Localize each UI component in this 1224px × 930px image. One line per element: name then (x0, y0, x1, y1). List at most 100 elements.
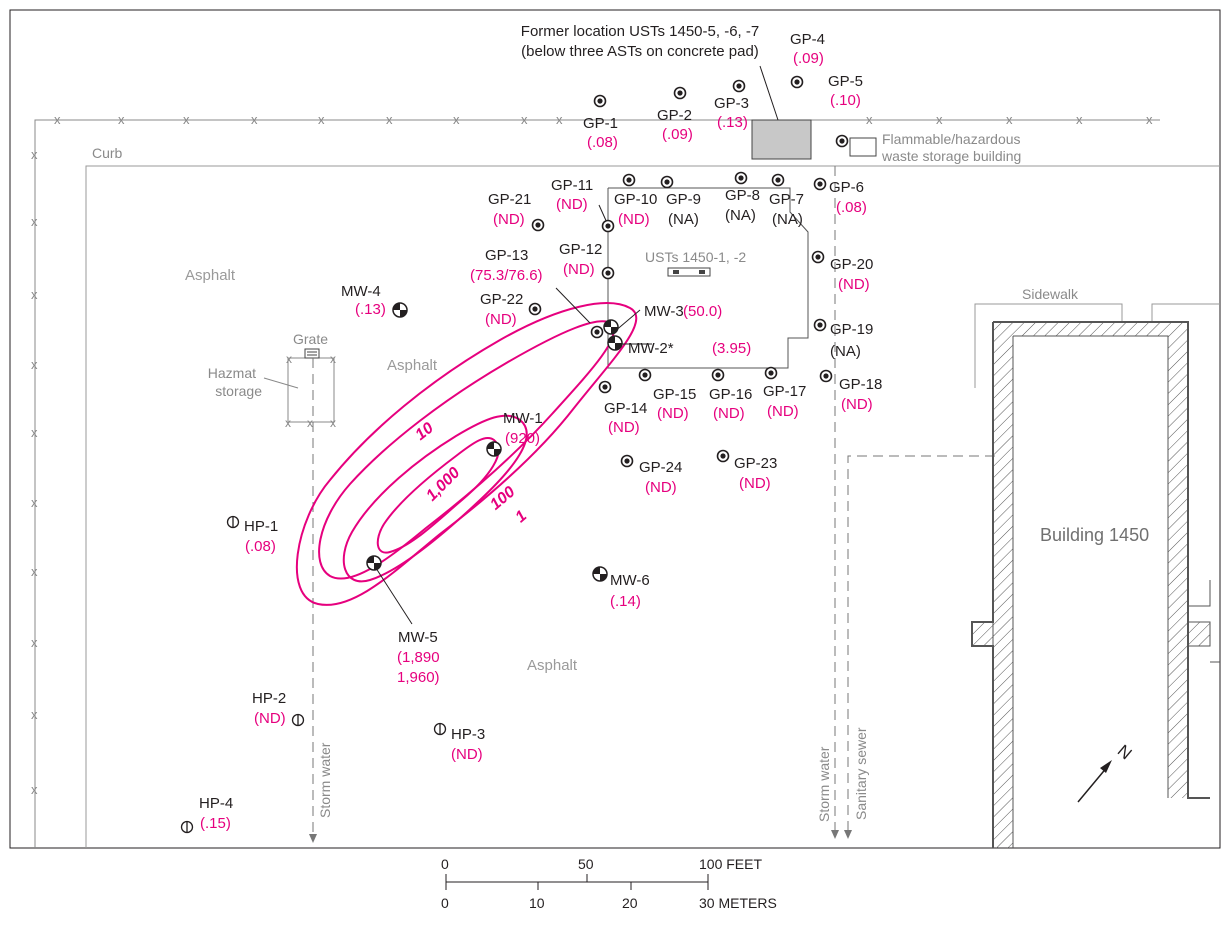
monitoring-wells (366, 302, 623, 582)
hp2-label: HP-2 (252, 690, 286, 707)
hazmat-fence-mark: x (286, 352, 292, 366)
gp2-label: GP-2 (657, 107, 692, 124)
gp10-point (622, 173, 636, 187)
gp16-label: GP-16 (709, 386, 752, 403)
gp19-value: (NA) (830, 343, 861, 360)
asphalt-label-3: Asphalt (527, 657, 578, 674)
contour-1 (295, 302, 638, 606)
fence-x-mark: x (1006, 112, 1013, 127)
gp16-value: (ND) (713, 405, 745, 422)
fence-x-mark: x (118, 112, 125, 127)
gp22-value: (ND) (485, 311, 517, 328)
hazmat-label-1: Hazmat (208, 365, 256, 381)
fence-x-mark: x (31, 357, 38, 372)
gp1-label: GP-1 (583, 115, 618, 132)
grate-icon (304, 348, 320, 359)
fence-x-mark: x (31, 287, 38, 302)
scale-m-30: 30 METERS (699, 895, 777, 911)
gp7-value: (NA) (772, 211, 803, 228)
gp4-point (790, 75, 804, 89)
gp15-label: GP-15 (653, 386, 696, 403)
gp9-point (660, 175, 674, 189)
storm-water-arrow-right (831, 830, 839, 839)
gp14-point (598, 380, 612, 394)
gp13-label: GP-13 (485, 247, 528, 264)
storm-water-arrow-left (309, 834, 317, 843)
fence-x-mark: x (251, 112, 258, 127)
mw4-value: (.13) (355, 301, 386, 318)
fence-x-mark: x (31, 782, 38, 797)
fence-x-mark: x (1146, 112, 1153, 127)
hazmat-fence-mark: x (285, 416, 291, 430)
hp1-point (226, 515, 240, 529)
gp21-point (531, 218, 545, 232)
sidewalk-label: Sidewalk (1022, 286, 1079, 302)
gp18-point (819, 369, 833, 383)
hazmat-fence-mark: x (307, 416, 313, 430)
former-ust-pad (751, 119, 812, 160)
gp18-value: (ND) (841, 396, 873, 413)
fence-x-mark: x (31, 214, 38, 229)
gp1-value: (.08) (587, 134, 618, 151)
ust-area-outline (607, 187, 809, 369)
gp1-point (593, 94, 607, 108)
hp2-point (291, 713, 305, 727)
flammable-storage-building (849, 137, 877, 157)
map-frame (9, 9, 1221, 849)
geoprobe-points (528, 75, 849, 468)
gp23-label: GP-23 (734, 455, 777, 472)
fence-x-mark: x (183, 112, 190, 127)
fence-marks: x x x x x x x x x x x x x x x x x x x x x x x x (31, 112, 1153, 797)
gp24-point (620, 454, 634, 468)
contour-10 (318, 320, 615, 580)
gp19-point (813, 318, 827, 332)
mw2-value: (3.95) (712, 340, 751, 357)
contour-100 (342, 414, 528, 583)
former-usts-label-2: (below three ASTs on concrete pad) (521, 43, 759, 60)
gp20-value: (ND) (838, 276, 870, 293)
mw5-value-1: (1,890 (397, 649, 440, 666)
fence-x-mark: x (54, 112, 61, 127)
flammable-label-2: waste storage building (881, 148, 1021, 164)
gp18-label: GP-18 (839, 376, 882, 393)
gp12-label: GP-12 (559, 241, 602, 258)
mw6-value: (.14) (610, 593, 641, 610)
gp15-point (638, 368, 652, 382)
mw5-label: MW-5 (398, 629, 438, 646)
gp5-value: (.10) (830, 92, 861, 109)
mw5-value-2: 1,960) (397, 669, 440, 686)
gp10-value: (ND) (618, 211, 650, 228)
sanitary-sewer-arrow (844, 830, 852, 839)
gp15-value: (ND) (657, 405, 689, 422)
curb-label: Curb (92, 145, 123, 161)
gp11-point (601, 219, 615, 233)
mw4-well (392, 302, 408, 318)
scale-m-0: 0 (441, 895, 449, 911)
gp9-value: (NA) (668, 211, 699, 228)
contour-label-1000: 1,000 (423, 464, 463, 504)
sanitary-sewer-line (847, 455, 995, 832)
gp24-value: (ND) (645, 479, 677, 496)
hazmat-storage-fence (287, 357, 335, 423)
scale-m-20: 20 (622, 895, 638, 911)
mw1-value: (920) (505, 430, 540, 447)
gp7-label: GP-7 (769, 191, 804, 208)
gp16-point (711, 368, 725, 382)
gp23-value: (ND) (739, 475, 771, 492)
usts-1450-label: USTs 1450-1, -2 (645, 249, 746, 265)
gp9-label: GP-9 (666, 191, 701, 208)
hp3-value: (ND) (451, 746, 483, 763)
sanitary-sewer-label: Sanitary sewer (853, 727, 869, 820)
scale-feet-100: 100 FEET (699, 856, 762, 872)
gp8-point (734, 171, 748, 185)
mw5-well (366, 555, 382, 571)
building-1450 (971, 321, 1220, 848)
gp14-label: GP-14 (604, 400, 647, 417)
fence-x-mark: x (936, 112, 943, 127)
fence-x-mark: x (31, 495, 38, 510)
asphalt-label-1: Asphalt (185, 267, 236, 284)
gp5-label: GP-5 (828, 73, 863, 90)
storm-water-label-right: Storm water (816, 746, 832, 822)
